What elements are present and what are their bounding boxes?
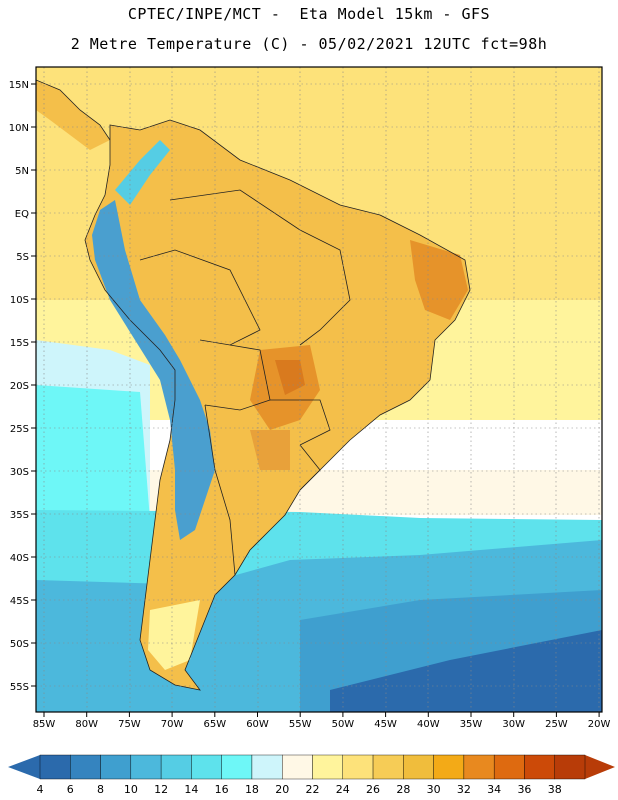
- colorbar-swatch: [130, 754, 162, 780]
- lon-label-65W: 65W: [203, 719, 226, 730]
- lat-label-10N: 10N: [9, 123, 29, 134]
- hot-region-south: [250, 430, 290, 470]
- map-frame: [35, 66, 603, 713]
- colorbar-labels: 4 6 8 10 12 14 16 18 20 22 24 26 28 30 32 34 36 38: [37, 783, 562, 796]
- lat-label-EQ: EQ: [15, 209, 29, 220]
- colorbar-swatch: [554, 754, 586, 780]
- ocean-pacific-cyan: [36, 385, 150, 520]
- lon-label-70W: 70W: [161, 719, 184, 730]
- andes-cold-strip: [92, 200, 215, 540]
- colorbar-label-18: 18: [245, 783, 259, 796]
- lat-label-15S: 15S: [10, 338, 29, 349]
- colorbar-label-14: 14: [184, 783, 198, 796]
- colorbar-swatch: [282, 754, 313, 780]
- lon-label-55W: 55W: [289, 719, 312, 730]
- lat-label-35S: 35S: [10, 510, 29, 521]
- lat-label-40S: 40S: [10, 553, 29, 564]
- lat-label-45S: 45S: [10, 596, 29, 607]
- colorbar-swatch: [70, 754, 101, 780]
- lat-label-30S: 30S: [10, 467, 29, 478]
- colorbar-label-10: 10: [124, 783, 138, 796]
- lat-label-5N: 5N: [15, 166, 29, 177]
- colorbar: 4 6 8 10 12 14 16 18 20 22 24 26 28 30 32 34 36 38: [8, 754, 615, 796]
- colorbar-swatch: [403, 754, 434, 780]
- lon-label-25W: 25W: [545, 719, 568, 730]
- lat-label-15N: 15N: [9, 80, 29, 91]
- colorbar-swatch: [191, 754, 222, 780]
- colorbar-label-8: 8: [97, 783, 104, 796]
- hot-region-northeast: [410, 240, 468, 320]
- colorbar-left-arrow: [8, 755, 40, 779]
- colorbar-label-34: 34: [487, 783, 501, 796]
- colorbar-label-16: 16: [215, 783, 229, 796]
- longitude-axis: 85W 80W 75W 70W 65W 60W 55W 50W 45W 40W 35W 30W 25W 2…: [33, 712, 611, 730]
- colorbar-swatch: [312, 754, 343, 780]
- colorbar-label-38: 38: [548, 783, 562, 796]
- lat-label-50S: 50S: [10, 639, 29, 650]
- colorbar-swatch: [39, 754, 71, 780]
- colorbar-label-6: 6: [67, 783, 74, 796]
- lat-label-20S: 20S: [10, 381, 29, 392]
- colorbar-swatch: [372, 754, 404, 780]
- lon-label-40W: 40W: [417, 719, 440, 730]
- lon-label-20W: 20W: [588, 719, 611, 730]
- colorbar-label-32: 32: [457, 783, 471, 796]
- colorbar-label-20: 20: [275, 783, 289, 796]
- colorbar-label-4: 4: [37, 783, 44, 796]
- colorbar-swatch: [160, 754, 192, 780]
- ocean-south-deepest: [330, 630, 602, 712]
- colorbar-label-12: 12: [154, 783, 168, 796]
- colorbar-label-26: 26: [366, 783, 380, 796]
- title-line-1: CPTEC/INPE/MCT - Eta Model 15km - GFS: [127, 5, 491, 23]
- lon-label-30W: 30W: [502, 719, 525, 730]
- colorbar-swatch: [524, 754, 555, 780]
- colorbar-label-28: 28: [396, 783, 410, 796]
- map-field: [36, 67, 602, 712]
- colorbar-swatch: [342, 754, 374, 780]
- colorbar-right-arrow: [585, 755, 615, 779]
- colorbar-swatch: [433, 754, 465, 780]
- lon-label-85W: 85W: [33, 719, 56, 730]
- colorbar-swatch: [221, 754, 253, 780]
- patagonia-pale: [148, 600, 200, 670]
- lon-label-60W: 60W: [246, 719, 269, 730]
- hot-region-core: [275, 360, 305, 395]
- lon-label-50W: 50W: [332, 719, 355, 730]
- colorbar-swatch: [493, 754, 525, 780]
- title-line-2: 2 Metre Temperature (C) - 05/02/2021 12U…: [70, 35, 548, 53]
- latitude-axis: 15N 10N 5N EQ 5S 10S 15S 20S 25S 30S 35S 40S 45S 50S 5…: [9, 80, 36, 693]
- lon-label-45W: 45W: [374, 719, 397, 730]
- andes-north-strip: [115, 140, 170, 205]
- colorbar-swatches: [39, 754, 586, 780]
- colorbar-label-36: 36: [517, 783, 531, 796]
- central-america-land: [36, 80, 110, 150]
- lon-label-80W: 80W: [75, 719, 98, 730]
- colorbar-label-30: 30: [427, 783, 441, 796]
- lon-label-35W: 35W: [460, 719, 483, 730]
- lon-label-75W: 75W: [118, 719, 141, 730]
- colorbar-swatch: [251, 754, 283, 780]
- lat-label-55S: 55S: [10, 682, 29, 693]
- lat-label-10S: 10S: [10, 295, 29, 306]
- colorbar-label-22: 22: [306, 783, 320, 796]
- colorbar-swatch: [100, 754, 132, 780]
- colorbar-label-24: 24: [336, 783, 350, 796]
- lat-label-25S: 25S: [10, 424, 29, 435]
- colorbar-swatch: [463, 754, 495, 780]
- lat-label-5S: 5S: [16, 252, 29, 263]
